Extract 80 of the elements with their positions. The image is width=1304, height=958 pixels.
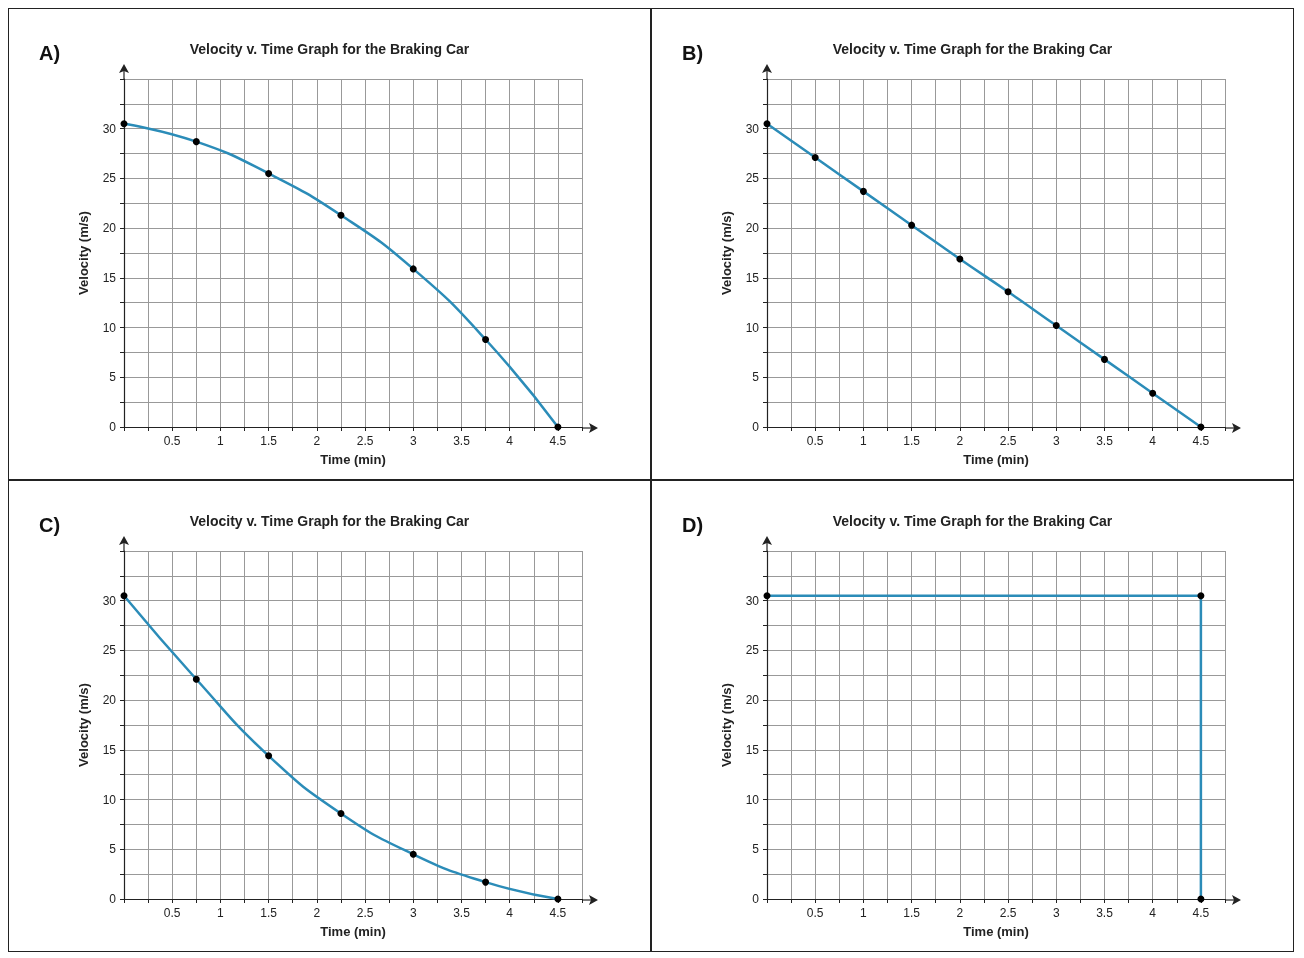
- x-tick-label: 2.5: [999, 906, 1017, 920]
- x-tick-label: 1.5: [260, 434, 278, 448]
- x-tick-label: 3.5: [1096, 434, 1114, 448]
- y-tick-label: 25: [745, 171, 760, 186]
- y-tick-label: 20: [102, 221, 117, 236]
- x-tick-label: 3: [1052, 434, 1060, 448]
- x-tick-label: 4: [506, 906, 514, 920]
- y-tick-label: 25: [745, 643, 760, 658]
- y-tick-label: 25: [102, 643, 117, 658]
- x-axis-title: Time (min): [963, 924, 1029, 939]
- x-tick-label: 3: [409, 906, 417, 920]
- x-tick-label: 3.5: [453, 434, 471, 448]
- y-tick-label: 10: [102, 320, 117, 335]
- x-tick-label: 4: [1149, 434, 1157, 448]
- y-tick-label: 15: [102, 270, 117, 285]
- x-tick-label: 1: [217, 434, 225, 448]
- y-tick-label: 15: [102, 742, 117, 757]
- y-tick-label: 30: [102, 121, 117, 136]
- y-tick-label: 5: [109, 370, 117, 385]
- x-tick-label: 1: [217, 906, 225, 920]
- y-tick-label: 20: [745, 221, 760, 236]
- y-tick-label: 10: [102, 792, 117, 807]
- x-tick-label: 0.5: [806, 434, 824, 448]
- y-tick-label: 30: [745, 593, 760, 608]
- x-tick-label: 2: [956, 434, 964, 448]
- y-tick-label: 5: [752, 842, 760, 857]
- x-tick-label: 2: [313, 906, 321, 920]
- x-tick-label: 2.5: [999, 434, 1017, 448]
- y-tick-label: 25: [102, 171, 117, 186]
- x-tick-label: 1: [860, 906, 868, 920]
- y-tick-label: 20: [745, 693, 760, 708]
- x-tick-label: 3.5: [1096, 906, 1114, 920]
- chart-title: Velocity v. Time Graph for the Braking Car: [832, 513, 1113, 529]
- x-axis-title: Time (min): [320, 452, 386, 467]
- x-tick-label: 4.5: [549, 906, 567, 920]
- chart-title: Velocity v. Time Graph for the Braking Car: [189, 41, 470, 57]
- x-tick-label: 2: [313, 434, 321, 448]
- y-tick-label: 0: [752, 892, 760, 906]
- text: B): [682, 42, 704, 64]
- y-tick-label: 5: [752, 370, 760, 385]
- text: A): [39, 42, 61, 64]
- x-tick-label: 2: [956, 906, 964, 920]
- y-tick-label: 30: [102, 593, 117, 608]
- x-tick-label: 3: [409, 434, 417, 448]
- y-tick-label: 10: [745, 792, 760, 807]
- x-tick-label: 4.5: [1192, 906, 1210, 920]
- x-tick-label: 1: [860, 434, 868, 448]
- x-tick-label: 4.5: [1192, 434, 1210, 448]
- y-tick-label: 20: [102, 693, 117, 708]
- y-tick-label: 15: [745, 742, 760, 757]
- y-tick-label: 5: [109, 842, 117, 857]
- y-tick-label: 30: [745, 121, 760, 136]
- x-tick-label: 2.5: [356, 906, 374, 920]
- y-tick-label: 0: [109, 420, 117, 434]
- y-tick-label: 0: [109, 892, 117, 906]
- x-tick-label: 0.5: [806, 906, 824, 920]
- x-tick-label: 2.5: [356, 434, 374, 448]
- x-tick-label: 4: [1149, 906, 1157, 920]
- y-axis-title: Velocity (m/s): [76, 683, 91, 767]
- x-tick-label: 4.5: [549, 434, 567, 448]
- y-axis-title: Velocity (m/s): [719, 683, 734, 767]
- x-axis-title: Time (min): [320, 924, 386, 939]
- x-tick-label: 0.5: [163, 434, 181, 448]
- x-axis-title: Time (min): [963, 452, 1029, 467]
- y-tick-label: 15: [745, 270, 760, 285]
- x-tick-label: 1.5: [903, 906, 921, 920]
- chart-title: Velocity v. Time Graph for the Braking Car: [189, 513, 470, 529]
- y-axis-title: Velocity (m/s): [76, 211, 91, 295]
- x-tick-label: 4: [506, 434, 514, 448]
- y-tick-label: 10: [745, 320, 760, 335]
- x-tick-label: 1.5: [260, 906, 278, 920]
- x-tick-label: 3: [1052, 906, 1060, 920]
- x-tick-label: 3.5: [453, 906, 471, 920]
- chart-title: Velocity v. Time Graph for the Braking Car: [832, 41, 1113, 57]
- text: D): [682, 514, 704, 536]
- y-axis-title: Velocity (m/s): [719, 211, 734, 295]
- x-tick-label: 1.5: [903, 434, 921, 448]
- y-tick-label: 0: [752, 420, 760, 434]
- text: C): [39, 514, 61, 536]
- x-tick-label: 0.5: [163, 906, 181, 920]
